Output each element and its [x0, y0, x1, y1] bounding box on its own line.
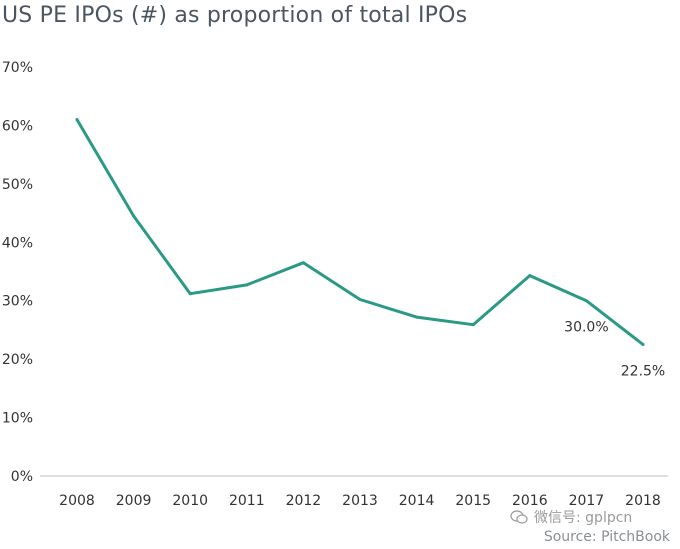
chart-title: US PE IPOs (#) as proportion of total IP…: [2, 3, 468, 28]
data-label: 30.0%: [564, 320, 608, 336]
series-line: [75, 118, 645, 346]
x-tick-label: 2012: [286, 493, 322, 509]
x-tick-label: 2011: [229, 493, 265, 509]
data-point: [132, 214, 136, 218]
y-tick-label: 10%: [2, 411, 33, 427]
x-tick-label: 2013: [342, 493, 378, 509]
data-point: [301, 261, 305, 265]
data-labels: 30.0% 22.5%: [564, 320, 665, 380]
x-tick-label: 2017: [569, 493, 605, 509]
data-point: [528, 274, 532, 278]
y-tick-label: 0%: [11, 469, 33, 485]
data-point: [641, 343, 645, 347]
watermark-text: 微信号: gplpcn: [534, 510, 633, 526]
x-tick-label: 2014: [399, 493, 435, 509]
x-tick-label: 2018: [625, 493, 661, 509]
wechat-icon: [510, 510, 528, 524]
data-point: [245, 283, 249, 287]
data-point: [415, 315, 419, 319]
y-tick-label: 50%: [2, 177, 33, 193]
y-tick-label: 30%: [2, 294, 33, 310]
data-point: [358, 298, 362, 302]
x-tick-label: 2015: [455, 493, 491, 509]
x-tick-label: 2009: [116, 493, 152, 509]
x-axis-labels: 2008 2009 2010 2011 2012 2013 2014 2015 2016 2017…: [59, 493, 661, 509]
watermark: 微信号: gplpcn: [510, 507, 632, 527]
source-note: Source: PitchBook: [543, 529, 670, 545]
data-point: [471, 323, 475, 327]
x-tick-label: 2016: [512, 493, 548, 509]
x-tick-label: 2008: [59, 493, 95, 509]
x-tick-label: 2010: [172, 493, 208, 509]
y-tick-label: 20%: [2, 352, 33, 368]
y-tick-label: 70%: [2, 60, 33, 76]
data-points: [75, 118, 645, 347]
data-point: [188, 292, 192, 296]
data-point: [75, 118, 79, 122]
y-tick-label: 40%: [2, 235, 33, 251]
y-tick-label: 60%: [2, 118, 33, 134]
data-point: [584, 299, 588, 303]
y-axis-labels: 0% 10% 20% 30% 40% 50% 60% 70%: [2, 60, 33, 485]
data-label: 22.5%: [621, 364, 665, 380]
